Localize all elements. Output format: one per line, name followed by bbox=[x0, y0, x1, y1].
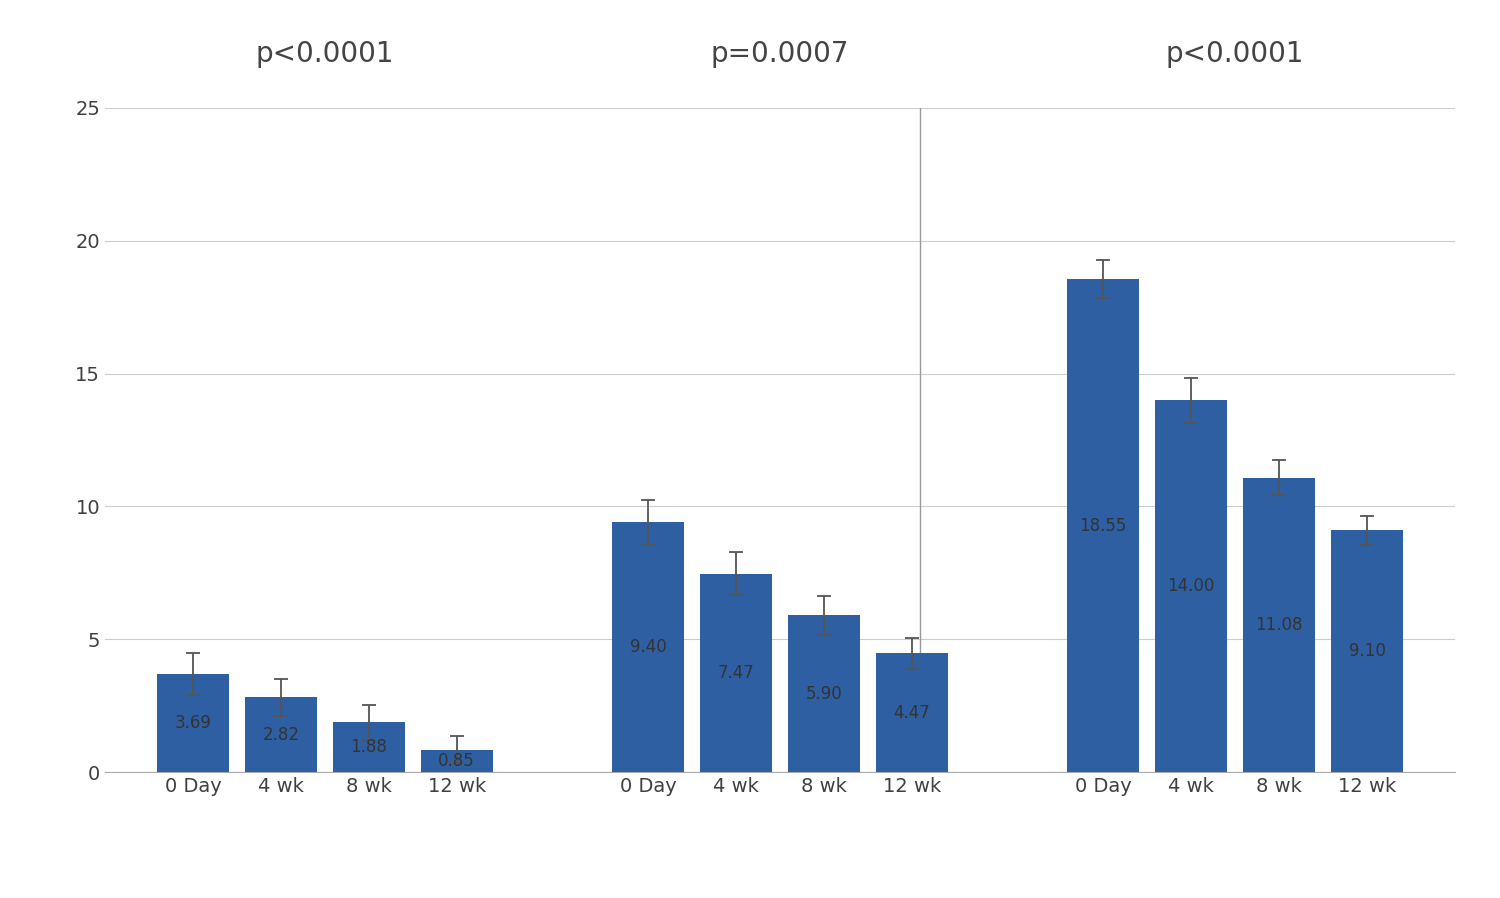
Text: 1.88: 1.88 bbox=[351, 738, 387, 756]
Bar bbox=[156, 674, 230, 772]
Text: 0.85: 0.85 bbox=[438, 752, 476, 770]
Text: 3.69: 3.69 bbox=[174, 714, 211, 732]
Bar bbox=[1066, 279, 1140, 772]
Bar bbox=[788, 615, 859, 772]
Text: 5.90: 5.90 bbox=[806, 685, 843, 703]
Bar bbox=[1155, 401, 1227, 772]
Bar bbox=[612, 523, 684, 772]
Text: 14.00: 14.00 bbox=[1167, 577, 1215, 595]
Text: 18.55: 18.55 bbox=[1080, 516, 1126, 534]
Bar bbox=[876, 654, 948, 772]
Bar bbox=[1330, 531, 1404, 772]
Text: p=0.0007: p=0.0007 bbox=[711, 40, 849, 68]
Text: p<0.0001: p<0.0001 bbox=[1166, 40, 1305, 68]
Bar bbox=[420, 750, 494, 772]
Text: 11.08: 11.08 bbox=[1256, 616, 1304, 634]
Bar bbox=[700, 574, 772, 772]
Text: 2.82: 2.82 bbox=[262, 726, 300, 744]
Bar bbox=[333, 722, 405, 772]
Text: 9.10: 9.10 bbox=[1348, 642, 1386, 660]
Bar bbox=[244, 698, 316, 772]
Text: 4.47: 4.47 bbox=[894, 704, 930, 722]
Text: 9.40: 9.40 bbox=[630, 638, 666, 656]
Text: p<0.0001: p<0.0001 bbox=[255, 40, 394, 68]
Bar bbox=[1244, 478, 1316, 772]
Text: 7.47: 7.47 bbox=[717, 664, 754, 682]
